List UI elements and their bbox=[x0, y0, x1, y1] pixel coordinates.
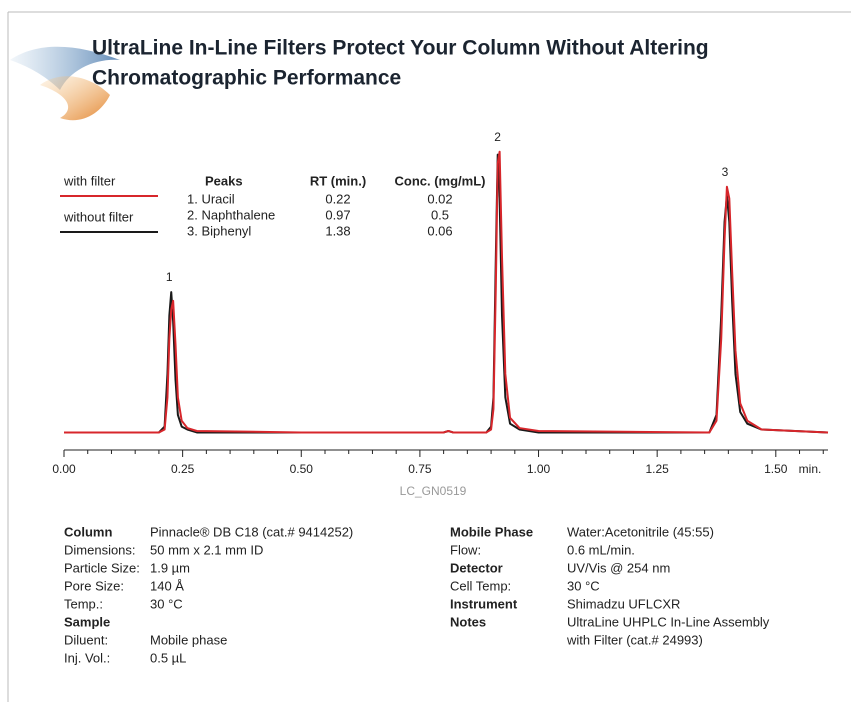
condition-label: Sample bbox=[64, 614, 110, 629]
condition-value: 140 Å bbox=[150, 578, 184, 593]
condition-value: 30 °C bbox=[567, 578, 600, 593]
table-cell: 0.06 bbox=[427, 223, 452, 238]
chart: 0.00 0.25 0.50 0.75 1.00 1.25 1.50 min. LC_GN051… bbox=[52, 130, 828, 498]
table-cell: 3. Biphenyl bbox=[187, 223, 251, 238]
title-line: UltraLine In-Line Filters Protect Your C… bbox=[92, 37, 709, 60]
x-tick-label: 0.25 bbox=[171, 462, 195, 476]
table-cell: 2. Naphthalene bbox=[187, 207, 275, 222]
condition-value: Shimadzu UFLCXR bbox=[567, 596, 680, 611]
condition-label: Inj. Vol.: bbox=[64, 650, 110, 665]
condition-label: Particle Size: bbox=[64, 560, 140, 575]
condition-value: Pinnacle® DB C18 (cat.# 9414252) bbox=[150, 524, 353, 539]
condition-value: 1.9 µm bbox=[150, 560, 190, 575]
condition-label: Notes bbox=[450, 614, 486, 629]
legend-label: with filter bbox=[63, 173, 116, 188]
condition-label: Column bbox=[64, 524, 112, 539]
condition-label: Pore Size: bbox=[64, 578, 124, 593]
condition-value: with Filter (cat.# 24993) bbox=[566, 632, 703, 647]
condition-value: 0.5 µL bbox=[150, 650, 186, 665]
condition-label: Flow: bbox=[450, 542, 481, 557]
condition-label: Detector bbox=[450, 560, 503, 575]
condition-value: 0.6 mL/min. bbox=[567, 542, 635, 557]
x-tick-label: 0.75 bbox=[408, 462, 432, 476]
condition-value: UltraLine UHPLC In-Line Assembly bbox=[567, 614, 770, 629]
condition-value: Water:Acetonitrile (45:55) bbox=[567, 524, 714, 539]
peak-label: 1 bbox=[166, 270, 173, 284]
x-tick-label: 1.50 bbox=[764, 462, 788, 476]
condition-value: 50 mm x 2.1 mm ID bbox=[150, 542, 263, 557]
peak-label: 3 bbox=[722, 165, 729, 179]
table-header: RT (min.) bbox=[310, 173, 366, 188]
condition-label: Mobile Phase bbox=[450, 524, 533, 539]
condition-label: Temp.: bbox=[64, 596, 103, 611]
code-label: LC_GN0519 bbox=[400, 484, 467, 498]
table-cell: 1. Uracil bbox=[187, 191, 235, 206]
condition-label: Diluent: bbox=[64, 632, 108, 647]
condition-value: UV/Vis @ 254 nm bbox=[567, 560, 670, 575]
legend-label: without filter bbox=[63, 209, 134, 224]
x-tick-label: 1.25 bbox=[645, 462, 669, 476]
table-cell: 0.22 bbox=[325, 191, 350, 206]
condition-value: 30 °C bbox=[150, 596, 183, 611]
condition-label: Cell Temp: bbox=[450, 578, 511, 593]
condition-label: Instrument bbox=[450, 596, 518, 611]
title-line: Chromatographic Performance bbox=[92, 67, 401, 90]
conditions: Column Pinnacle® DB C18 (cat.# 9414252) Di… bbox=[64, 524, 770, 665]
condition-value: Mobile phase bbox=[150, 632, 227, 647]
x-axis-label: min. bbox=[799, 462, 822, 476]
condition-label: Dimensions: bbox=[64, 542, 136, 557]
table-header: Peaks bbox=[205, 173, 243, 188]
x-tick-label: 0.00 bbox=[52, 462, 76, 476]
x-tick-label: 1.00 bbox=[527, 462, 551, 476]
page: UltraLine In-Line Filters Protect Your C… bbox=[0, 0, 851, 702]
table-cell: 1.38 bbox=[325, 223, 350, 238]
x-tick-label: 0.50 bbox=[290, 462, 314, 476]
table-cell: 0.97 bbox=[325, 207, 350, 222]
peak-label: 2 bbox=[494, 130, 501, 144]
table-cell: 0.5 bbox=[431, 207, 449, 222]
table-cell: 0.02 bbox=[427, 191, 452, 206]
table-header: Conc. (mg/mL) bbox=[395, 173, 486, 188]
